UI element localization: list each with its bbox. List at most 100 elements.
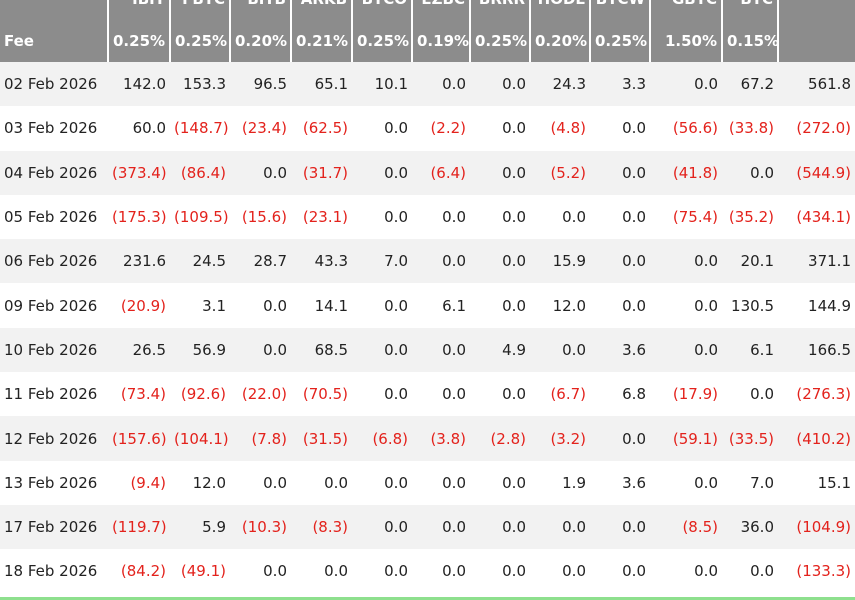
flow-cell: 0.0: [650, 62, 722, 107]
flow-cell: 0.0: [750, 562, 774, 581]
flow-cell: 0.0: [384, 119, 408, 138]
flow-cell: 6.1: [722, 327, 778, 373]
flow-cell: (92.6): [180, 385, 226, 404]
fee-cell: 0.15%: [721, 20, 778, 62]
flow-cell: (23.4): [241, 119, 287, 138]
flow-cell: 0.0: [502, 119, 526, 138]
flow-cell: (9.4): [130, 473, 166, 492]
flow-cell: 0.0: [590, 504, 650, 550]
flow-cell: 0.0: [530, 327, 590, 373]
ticker-header: BTCW: [589, 0, 650, 20]
flow-cell: 15.1: [817, 473, 851, 492]
header-cell: [0, 0, 108, 20]
flow-cell: 60.0: [132, 119, 166, 138]
flow-cell: 371.1: [778, 239, 855, 284]
flow-cell: 28.7: [230, 239, 291, 284]
flow-cell: (59.1): [650, 416, 722, 461]
flow-cell: (3.2): [530, 416, 590, 461]
flow-cell: (3.8): [412, 416, 470, 461]
data-row: 03 Feb 2026 60.0 (148.7) (23.4) (62.5) 0.0 (2.…: [0, 106, 855, 150]
flow-cell: 0.0: [502, 473, 526, 492]
fee-cell: 0.21%: [290, 20, 352, 62]
flow-cell: 0.0: [562, 208, 586, 227]
flow-cell: (33.8): [728, 119, 774, 138]
flow-cell: 6.1: [442, 296, 466, 315]
fee-cell: 0.25%: [589, 20, 650, 62]
flow-cell: (2.2): [430, 119, 466, 138]
flow-cell: 0.0: [230, 327, 291, 373]
flow-cell: 0.0: [442, 562, 466, 581]
flow-cell: 7.0: [750, 473, 774, 492]
flow-cell: 0.0: [694, 562, 718, 581]
flow-cell: 0.0: [530, 504, 590, 550]
fee-cell: 0.19%: [411, 20, 470, 62]
date-cell: 11 Feb 2026: [4, 385, 98, 404]
flow-cell: 0.0: [470, 150, 530, 195]
flow-cell: 0.0: [694, 473, 718, 492]
data-row: 04 Feb 2026 (373.4) (86.4) 0.0 (31.7) 0.0 (6.4…: [0, 150, 855, 195]
flow-cell: 0.0: [384, 208, 408, 227]
flow-cell: (6.8): [352, 416, 412, 461]
flow-cell: (410.2): [778, 416, 855, 461]
fee-cell: 0.25%: [107, 20, 170, 62]
flow-cell: 5.9: [170, 504, 230, 550]
flow-cell: 43.3: [291, 239, 352, 284]
ticker-header: IBIT: [107, 0, 170, 20]
data-row: 09 Feb 2026 (20.9) 3.1 0.0 14.1 0.0 6.1 0.0 12.0…: [0, 283, 855, 327]
ticker-header: GBTC: [649, 0, 722, 20]
flow-cell: 0.0: [590, 239, 650, 284]
flow-cell: (22.0): [241, 385, 287, 404]
flow-cell: 36.0: [722, 504, 778, 550]
flow-cell: (8.3): [291, 504, 352, 550]
flow-cell: 3.1: [202, 296, 226, 315]
fee-cell: 0.25%: [169, 20, 230, 62]
flow-cell: 0.0: [442, 473, 466, 492]
data-row: 02 Feb 2026 142.0 153.3 96.5 65.1 10.1 0.0 0.0 2…: [0, 62, 855, 107]
flow-cell: (56.6): [672, 119, 718, 138]
data-row: 18 Feb 2026 (84.2) (49.1) 0.0 0.0 0.0 0.0 0.0 0.…: [0, 549, 855, 593]
flow-cell: 15.9: [530, 239, 590, 284]
flow-cell: 0.0: [230, 150, 291, 195]
flow-cell: (272.0): [796, 119, 851, 138]
flow-cell: (133.3): [796, 562, 851, 581]
flow-cell: 56.9: [170, 327, 230, 373]
flow-cell: 0.0: [324, 562, 348, 581]
flow-cell: 0.0: [750, 385, 774, 404]
date-cell: 05 Feb 2026: [4, 208, 98, 227]
flow-cell: 0.0: [622, 208, 646, 227]
fee-cell: 1.50%: [649, 20, 722, 62]
flow-cell: (109.5): [174, 208, 229, 227]
flow-cell: 0.0: [352, 150, 412, 195]
flow-cell: (276.3): [796, 385, 851, 404]
date-cell: 12 Feb 2026: [0, 416, 108, 461]
header-cell: [777, 0, 855, 20]
ticker-header: HODL: [529, 0, 590, 20]
fee-label: Fee: [0, 20, 108, 62]
flow-cell: (23.1): [302, 208, 348, 227]
flow-cell: 0.0: [384, 385, 408, 404]
flow-cell: 0.0: [502, 562, 526, 581]
fee-cell: 0.25%: [469, 20, 530, 62]
data-row: 10 Feb 2026 26.5 56.9 0.0 68.5 0.0 0.0 4.9 0.0 3.…: [0, 327, 855, 373]
flow-cell: (148.7): [174, 119, 229, 138]
flow-cell: 24.3: [530, 62, 590, 107]
flow-cell: (73.4): [120, 385, 166, 404]
flow-cell: 0.0: [562, 562, 586, 581]
flow-cell: (2.8): [470, 416, 530, 461]
flow-cell: (434.1): [796, 208, 851, 227]
flow-cell: 231.6: [108, 239, 170, 284]
flow-cell: (86.4): [170, 150, 230, 195]
flow-cell: 0.0: [384, 473, 408, 492]
flow-cell: (373.4): [108, 150, 170, 195]
fee-cell: 0.25%: [351, 20, 412, 62]
header-cell: [777, 20, 855, 62]
flow-cell: 3.6: [590, 327, 650, 373]
date-cell: 06 Feb 2026: [0, 239, 108, 284]
flow-cell: 96.5: [230, 62, 291, 107]
flow-cell: (20.9): [120, 296, 166, 315]
ticker-header: BRRR: [469, 0, 530, 20]
data-row: 17 Feb 2026 (119.7) 5.9 (10.3) (8.3) 0.0 0.0 0.…: [0, 504, 855, 550]
flow-cell: 166.5: [778, 327, 855, 373]
flow-cell: (75.4): [672, 208, 718, 227]
